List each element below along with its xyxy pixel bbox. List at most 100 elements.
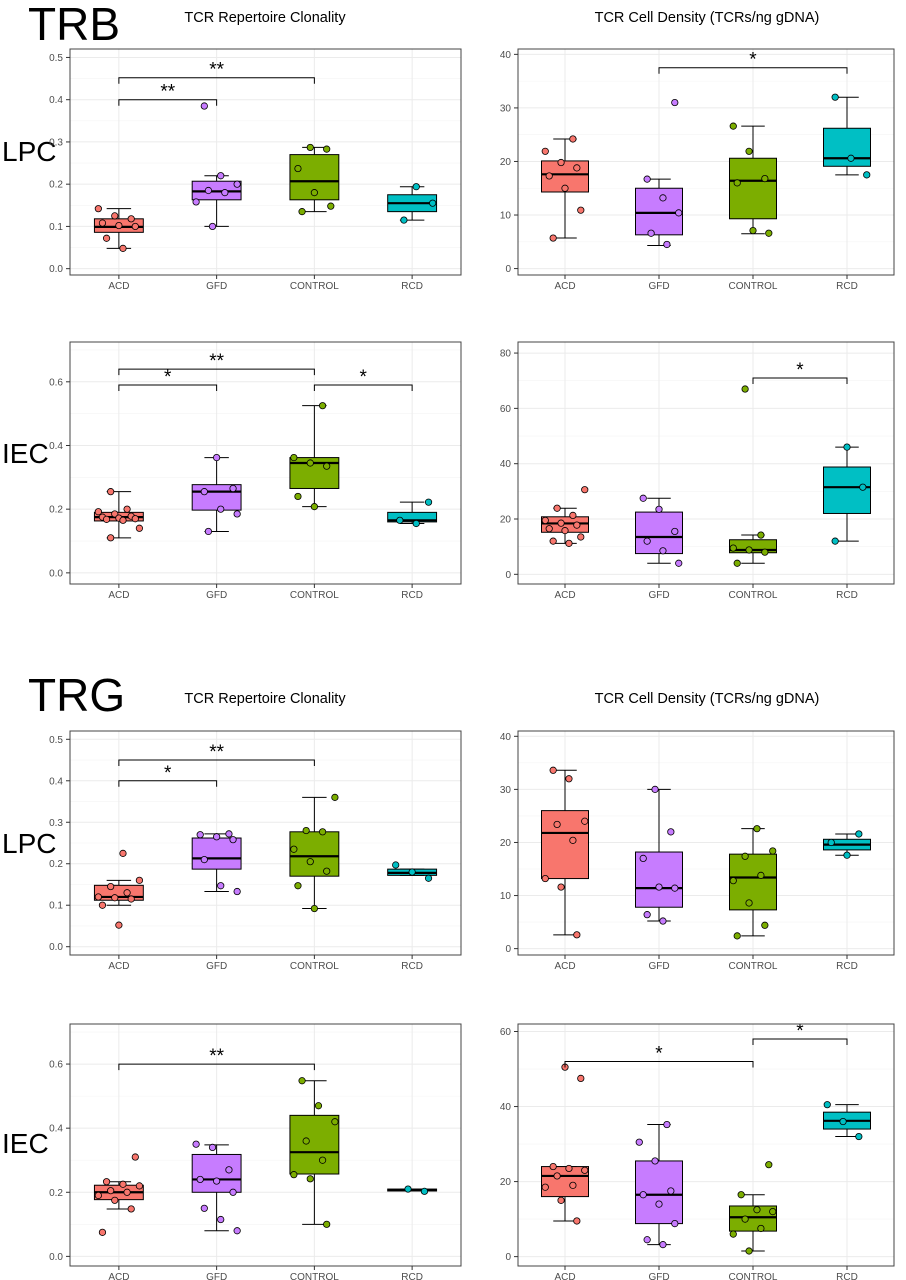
data-point xyxy=(310,904,318,913)
data-point xyxy=(639,1191,647,1199)
data-point xyxy=(831,93,839,101)
data-point xyxy=(196,1175,204,1184)
row-label-trb-iec: IEC xyxy=(2,438,49,469)
data-point xyxy=(663,240,671,249)
data-point xyxy=(745,546,753,554)
data-point xyxy=(298,1077,306,1085)
data-point xyxy=(761,548,769,556)
data-point xyxy=(667,1187,675,1195)
data-point xyxy=(573,521,581,529)
data-point xyxy=(581,817,589,825)
x-tick-label: GFD xyxy=(648,281,669,292)
chart-panel: ** ** 0.0 0.1 0.2 0.3 0.4 0.5 ACD GFD CONTROL RCD TC… xyxy=(49,10,462,292)
data-point xyxy=(573,1217,581,1225)
data-point xyxy=(741,852,749,860)
data-point xyxy=(557,158,565,167)
x-tick-label: RCD xyxy=(836,590,858,601)
data-point xyxy=(859,483,867,491)
data-point xyxy=(565,775,573,783)
data-point xyxy=(569,135,577,143)
y-tick-label: 20 xyxy=(500,157,512,168)
x-tick-label: CONTROL xyxy=(729,281,778,292)
data-point xyxy=(135,1182,144,1190)
data-point xyxy=(651,785,659,793)
data-point xyxy=(569,1181,577,1189)
data-point xyxy=(843,443,851,451)
panel-title: TCR Repertoire Clonality xyxy=(184,10,346,26)
x-tick-label: ACD xyxy=(554,590,575,601)
data-point xyxy=(412,183,420,191)
data-point xyxy=(323,867,331,875)
box-gfd xyxy=(635,187,683,236)
x-tick-label: GFD xyxy=(648,1272,669,1280)
significance-bracket xyxy=(118,384,218,391)
significance-bracket xyxy=(118,99,218,106)
data-point xyxy=(565,539,573,547)
data-point xyxy=(667,828,675,836)
data-point xyxy=(549,766,557,774)
data-point xyxy=(221,189,229,197)
x-tick-label: GFD xyxy=(206,281,227,292)
significance-bracket xyxy=(118,368,315,376)
data-point xyxy=(233,1227,241,1235)
data-point xyxy=(294,164,302,173)
significance-label: * xyxy=(796,1021,804,1042)
data-point xyxy=(549,1162,557,1171)
panel-border xyxy=(69,1023,462,1267)
y-tick-label: 60 xyxy=(500,1027,512,1038)
data-point xyxy=(671,98,679,107)
data-point xyxy=(98,219,107,227)
data-point xyxy=(541,874,549,883)
data-point xyxy=(573,164,581,172)
x-tick-label: ACD xyxy=(108,281,129,292)
data-point xyxy=(204,186,213,195)
y-tick-label: 20 xyxy=(500,1177,512,1188)
data-point xyxy=(98,1228,107,1236)
box-control xyxy=(289,1114,340,1175)
data-point xyxy=(135,876,144,884)
data-point xyxy=(561,184,569,192)
data-point xyxy=(553,504,561,512)
significance-bracket xyxy=(564,1061,754,1068)
significance-bracket xyxy=(313,384,413,391)
row-label-trb-lpc: LPC xyxy=(2,136,57,167)
panel-border xyxy=(517,730,895,956)
data-point xyxy=(229,836,237,844)
x-tick-label: RCD xyxy=(401,281,423,292)
data-point xyxy=(671,527,679,536)
data-point xyxy=(213,453,221,462)
data-point xyxy=(225,1166,233,1174)
y-tick-label: 20 xyxy=(500,515,512,526)
data-point xyxy=(569,836,577,844)
data-point xyxy=(225,830,233,838)
data-point xyxy=(635,1138,643,1146)
data-point xyxy=(123,1188,131,1196)
data-point xyxy=(127,895,135,903)
data-point xyxy=(200,488,208,496)
data-point xyxy=(541,147,549,155)
data-point xyxy=(827,838,835,847)
data-point xyxy=(553,820,561,829)
significance-bracket xyxy=(118,1063,315,1071)
significance-bracket xyxy=(118,780,218,787)
y-tick-label: 30 xyxy=(500,785,512,796)
data-point xyxy=(192,1140,200,1148)
data-point xyxy=(745,147,753,155)
y-tick-label: 0.0 xyxy=(49,568,63,579)
data-point xyxy=(733,932,741,940)
significance-label: * xyxy=(655,1044,663,1065)
data-point xyxy=(302,1137,310,1145)
panel-title: TCR Repertoire Clonality xyxy=(184,691,346,707)
y-tick-label: 0.4 xyxy=(49,776,63,787)
data-point xyxy=(749,226,757,235)
data-point xyxy=(208,222,217,231)
data-point xyxy=(217,505,225,513)
panel-border xyxy=(517,1023,895,1267)
data-point xyxy=(663,1120,671,1129)
y-tick-label: 80 xyxy=(500,349,512,360)
data-point xyxy=(557,883,565,891)
x-tick-label: CONTROL xyxy=(290,1272,339,1280)
data-point xyxy=(545,172,553,180)
chart-panel: * 0 20 40 60 80 ACD GFD CONTROL RCD xyxy=(500,341,895,601)
